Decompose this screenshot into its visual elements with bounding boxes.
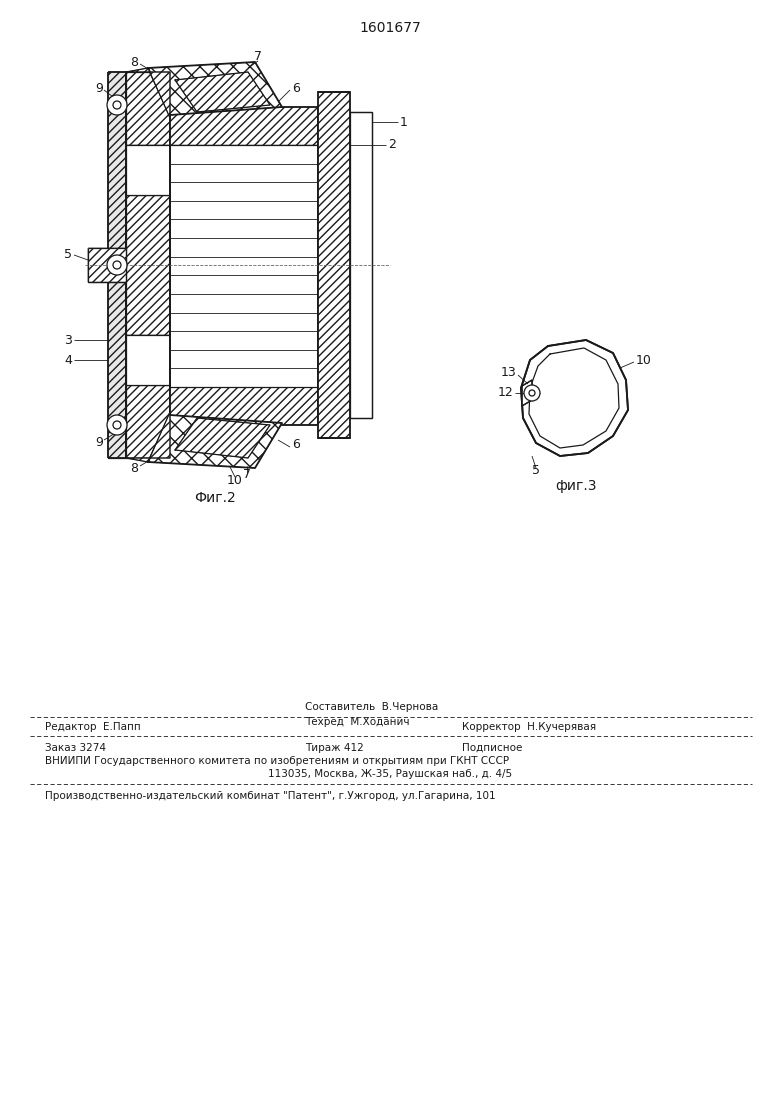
Text: 9: 9 [95, 436, 103, 449]
Bar [350, 113, 372, 418]
Circle shape [113, 421, 121, 429]
Text: 3: 3 [64, 333, 72, 346]
Bar [126, 195, 170, 335]
Polygon shape [126, 68, 170, 118]
Text: 4: 4 [64, 353, 72, 366]
Text: 7: 7 [243, 469, 251, 482]
Text: Корректор  Н.Кучерявая: Корректор Н.Кучерявая [462, 722, 596, 732]
Polygon shape [175, 418, 270, 458]
Bar [126, 385, 170, 458]
Polygon shape [108, 72, 126, 458]
Bar [126, 335, 170, 385]
Text: 5: 5 [64, 248, 72, 261]
Text: фиг.3: фиг.3 [555, 479, 597, 493]
Polygon shape [148, 415, 282, 468]
Bar [88, 248, 126, 282]
Text: 113035, Москва, Ж-35, Раушская наб., д. 4/5: 113035, Москва, Ж-35, Раушская наб., д. … [268, 769, 512, 779]
Text: Фиг.2: Фиг.2 [194, 491, 236, 505]
Polygon shape [170, 387, 318, 425]
Text: 1: 1 [400, 116, 408, 129]
Text: 10: 10 [227, 473, 243, 486]
Text: Производственно-издательский комбинат "Патент", г.Ужгород, ул.Гагарина, 101: Производственно-издательский комбинат "П… [45, 791, 495, 801]
Text: 6: 6 [292, 82, 300, 95]
Text: Подписное: Подписное [462, 743, 523, 753]
Polygon shape [148, 62, 282, 115]
Polygon shape [522, 381, 532, 406]
Polygon shape [126, 195, 170, 335]
Polygon shape [126, 385, 170, 458]
Text: Составитель  В.Чернова: Составитель В.Чернова [305, 702, 438, 713]
Text: Техред  М.Ходанич: Техред М.Ходанич [305, 717, 410, 727]
Text: 12: 12 [498, 386, 513, 399]
Polygon shape [175, 72, 270, 113]
Polygon shape [521, 340, 628, 456]
Text: 10: 10 [636, 353, 652, 366]
Text: Тираж 412: Тираж 412 [305, 743, 363, 753]
Text: 9: 9 [95, 82, 103, 95]
Polygon shape [170, 107, 318, 144]
Circle shape [107, 95, 127, 115]
Circle shape [113, 101, 121, 109]
Text: Заказ 3274: Заказ 3274 [45, 743, 106, 753]
Bar [170, 144, 318, 387]
Circle shape [113, 261, 121, 269]
Bar [108, 72, 126, 458]
Text: 2: 2 [388, 139, 396, 151]
Text: 6: 6 [292, 439, 300, 451]
Polygon shape [88, 248, 126, 282]
Circle shape [107, 415, 127, 435]
Text: 8: 8 [130, 55, 138, 68]
Circle shape [529, 390, 535, 396]
Text: 7: 7 [254, 51, 262, 64]
Text: 5: 5 [532, 463, 540, 476]
Circle shape [524, 385, 540, 401]
Text: ВНИИПИ Государственного комитета по изобретениям и открытиям при ГКНТ СССР: ВНИИПИ Государственного комитета по изоб… [45, 756, 509, 765]
Text: 1601677: 1601677 [359, 21, 421, 35]
Text: Редактор  Е.Папп: Редактор Е.Папп [45, 722, 140, 732]
Bar [126, 72, 170, 144]
Text: 13: 13 [500, 366, 516, 379]
Polygon shape [126, 413, 170, 462]
Text: 8: 8 [130, 461, 138, 474]
Circle shape [107, 255, 127, 275]
Polygon shape [318, 92, 350, 438]
Polygon shape [126, 72, 170, 144]
Bar [126, 144, 170, 195]
Bar [318, 92, 350, 438]
